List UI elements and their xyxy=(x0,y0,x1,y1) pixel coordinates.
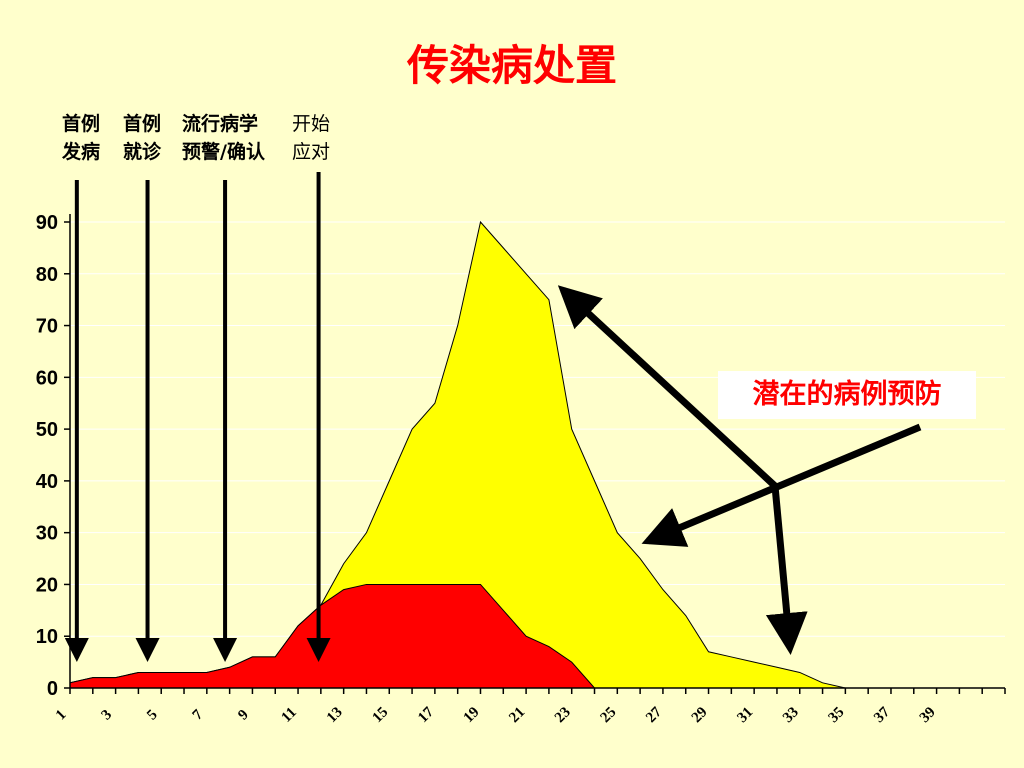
x-tick-label: 35 xyxy=(826,704,848,726)
slide-title: 传染病处置 xyxy=(406,41,617,90)
x-tick-label: 37 xyxy=(871,704,893,726)
event-label-line: 流行病学 xyxy=(182,113,259,135)
x-tick-label: 7 xyxy=(190,707,207,724)
x-tick-label: 5 xyxy=(144,707,161,724)
x-tick-label: 25 xyxy=(598,704,620,726)
potential-cases-area xyxy=(69,220,1005,689)
x-tick-label: 27 xyxy=(643,704,665,726)
event-label-start-response: 开始 应对 xyxy=(292,110,330,166)
event-label-line: 应对 xyxy=(292,141,331,163)
y-tick-label: 10 xyxy=(36,626,58,648)
x-tick-label: 1 xyxy=(53,707,70,724)
event-label-line: 预警/确认 xyxy=(182,141,265,163)
callout-label: 潜在的病例预防 xyxy=(718,371,976,419)
x-tick-label: 9 xyxy=(235,707,252,724)
x-tick-label: 21 xyxy=(506,704,528,726)
callout-arrow xyxy=(641,423,922,547)
x-tick-label: 17 xyxy=(415,704,437,726)
y-tick-label: 70 xyxy=(36,316,58,338)
x-tick-label: 13 xyxy=(324,704,346,726)
y-tick-label: 50 xyxy=(36,419,58,441)
x-tick-label: 29 xyxy=(689,704,711,726)
callout-arrow xyxy=(765,485,808,655)
y-tick-label: 60 xyxy=(36,367,58,389)
event-label-first-onset: 首例 发病 xyxy=(62,110,100,166)
y-tick-label: 20 xyxy=(36,574,58,596)
x-tick-label: 15 xyxy=(369,704,391,726)
x-tick-label: 39 xyxy=(917,704,939,726)
y-tick-label: 30 xyxy=(36,523,58,545)
x-tick-label: 11 xyxy=(279,704,300,725)
x-tick-label: 31 xyxy=(734,704,756,726)
event-label-first-visit: 首例 就诊 xyxy=(123,110,161,166)
event-label-line: 就诊 xyxy=(123,141,162,163)
event-label-line: 首例 xyxy=(123,113,162,135)
y-tick-label: 80 xyxy=(36,264,58,286)
event-label-epidemic-alert: 流行病学 预警/确认 xyxy=(182,110,265,166)
y-tick-label: 0 xyxy=(47,678,58,700)
event-label-line: 发病 xyxy=(62,141,101,163)
x-tick-label: 23 xyxy=(552,704,574,726)
callout-arrows xyxy=(557,285,922,655)
event-label-line: 开始 xyxy=(292,113,331,135)
x-tick-label: 33 xyxy=(780,704,802,726)
y-tick-label: 40 xyxy=(36,471,58,493)
x-tick-label: 3 xyxy=(98,707,115,724)
event-arrows xyxy=(64,172,331,662)
y-tick-label: 90 xyxy=(36,212,58,234)
callout-arrow xyxy=(557,285,778,489)
event-label-line: 首例 xyxy=(62,113,101,135)
x-tick-label: 19 xyxy=(461,704,483,726)
